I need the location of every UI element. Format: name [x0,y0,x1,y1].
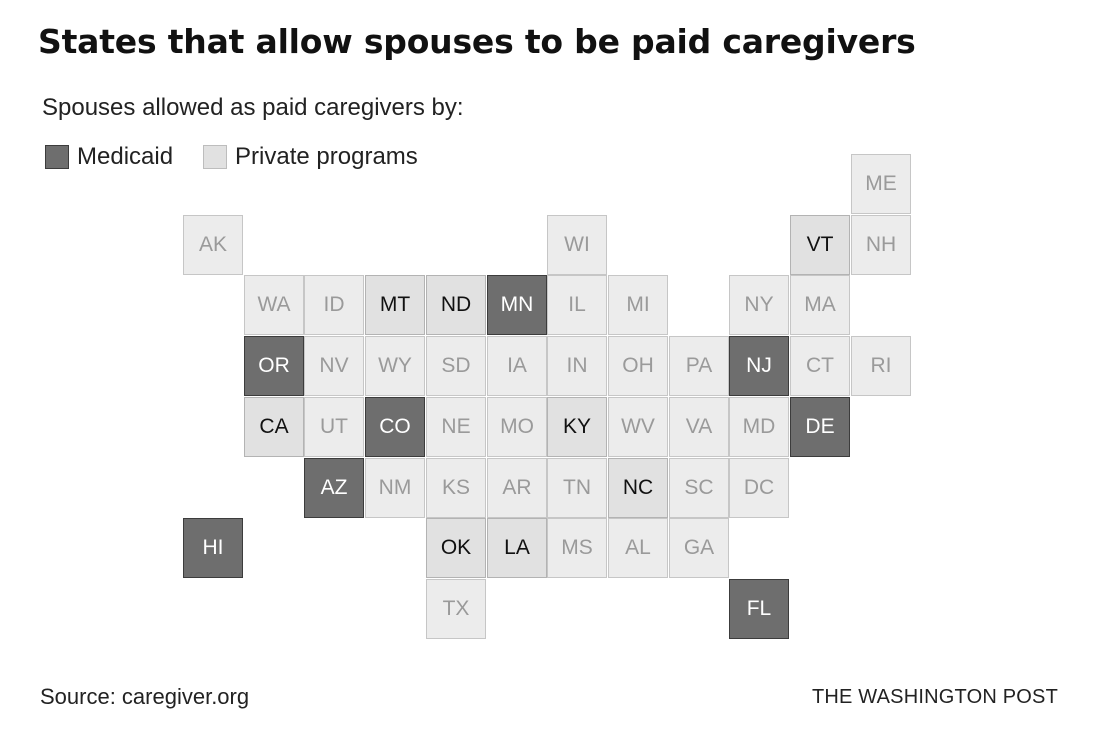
state-tile-pa: PA [669,336,729,396]
state-tile-nh: NH [851,215,911,275]
state-tile-tn: TN [547,458,607,518]
legend-item-private: Private programs [203,143,418,171]
state-tile-oh: OH [608,336,668,396]
state-tile-sd: SD [426,336,486,396]
state-tile-md: MD [729,397,789,457]
state-tile-dc: DC [729,458,789,518]
state-tile-va: VA [669,397,729,457]
state-tile-ny: NY [729,275,789,335]
legend-swatch-private [203,145,228,169]
state-tile-mn: MN [487,275,547,335]
state-tile-ne: NE [426,397,486,457]
legend-label-medicaid: Medicaid [77,143,174,170]
state-tile-il: IL [547,275,607,335]
legend-swatch-medicaid [45,145,69,169]
state-tile-mi: MI [608,275,668,335]
state-tile-nd: ND [426,275,486,335]
state-tile-de: DE [790,397,850,457]
state-tile-fl: FL [729,579,789,639]
state-tile-ut: UT [304,397,364,457]
state-tile-nc: NC [608,458,668,518]
state-tile-sc: SC [669,458,729,518]
state-tile-co: CO [365,397,425,457]
state-tile-ia: IA [487,336,547,396]
state-tile-in: IN [547,336,607,396]
state-tile-wa: WA [244,275,304,335]
state-tile-ok: OK [426,518,486,578]
state-tile-la: LA [487,518,547,578]
state-tile-nv: NV [304,336,364,396]
state-tile-ga: GA [669,518,729,578]
state-tile-wy: WY [365,336,425,396]
state-tile-id: ID [304,275,364,335]
state-tile-ar: AR [487,458,547,518]
state-tile-ak: AK [183,215,243,275]
state-tile-al: AL [608,518,668,578]
source-note: Source: caregiver.org [40,684,250,709]
legend: Medicaid Private programs [45,142,448,172]
page-title: States that allow spouses to be paid car… [38,22,916,61]
state-tile-ky: KY [547,397,607,457]
state-tile-nm: NM [365,458,425,518]
state-tile-ct: CT [790,336,850,396]
state-tile-ma: MA [790,275,850,335]
state-tile-wv: WV [608,397,668,457]
state-tile-mt: MT [365,275,425,335]
state-tile-me: ME [851,154,911,214]
state-tile-vt: VT [790,215,850,275]
state-tile-nj: NJ [729,336,789,396]
state-tile-ri: RI [851,336,911,396]
state-tile-or: OR [244,336,304,396]
state-tile-wi: WI [547,215,607,275]
legend-subtitle: Spouses allowed as paid caregivers by: [42,94,464,121]
state-tile-mo: MO [487,397,547,457]
legend-label-private: Private programs [235,143,418,170]
state-tile-ks: KS [426,458,486,518]
legend-item-medicaid: Medicaid [45,143,173,171]
state-tile-ms: MS [547,518,607,578]
state-tile-az: AZ [304,458,364,518]
state-tile-ca: CA [244,397,304,457]
state-tile-hi: HI [183,518,243,578]
publisher-credit: THE WASHINGTON POST [811,686,1058,708]
state-tile-tx: TX [426,579,486,639]
